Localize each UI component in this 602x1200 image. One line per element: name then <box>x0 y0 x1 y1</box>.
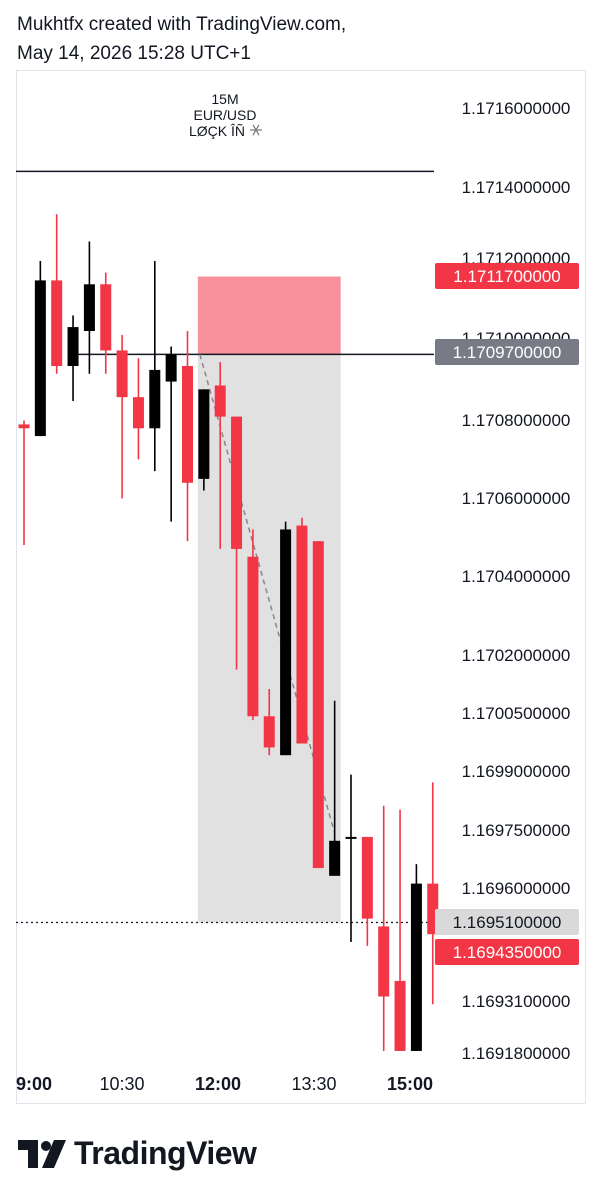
price-tick-label: 1.1697500000 <box>462 821 571 840</box>
price-badge: 1.1694350000 <box>435 939 579 965</box>
price-tick-label: 1.1699000000 <box>462 762 571 781</box>
price-badge: 1.1709700000 <box>435 339 579 365</box>
price-tick-label: 1.1704000000 <box>462 567 571 586</box>
chart-frame <box>16 70 586 1104</box>
candle-body <box>83 284 95 331</box>
candle-body <box>410 883 422 1051</box>
candle-body <box>231 416 243 549</box>
candle-body <box>51 280 63 367</box>
price-badge-bg <box>435 339 579 365</box>
candle-body <box>67 327 79 367</box>
candle-body <box>214 385 226 417</box>
candle <box>410 864 422 1051</box>
snowflake-stroke <box>252 124 260 136</box>
price-badge: 1.1711700000 <box>435 263 579 289</box>
candle-body <box>296 525 308 744</box>
candle <box>312 541 324 869</box>
candle-body <box>34 280 46 437</box>
candle-body <box>263 716 275 748</box>
time-tick-label: 12:00 <box>195 1074 241 1094</box>
candle <box>182 330 193 542</box>
candle <box>149 260 161 472</box>
price-badge-bg <box>435 909 579 935</box>
timeframe-label: 15M <box>211 91 238 107</box>
snowflake-icon <box>250 124 262 136</box>
candle <box>198 389 210 491</box>
candle <box>18 420 30 546</box>
candle-body <box>378 926 390 997</box>
candle <box>51 214 63 374</box>
time-tick-label: 9:00 <box>16 1074 52 1094</box>
candle-body <box>361 836 373 919</box>
candle-body <box>116 350 128 398</box>
candle <box>231 416 243 670</box>
candle-body <box>182 366 193 483</box>
candle <box>67 315 79 402</box>
candle <box>427 782 439 1005</box>
candle <box>394 809 406 1051</box>
candle <box>214 362 226 549</box>
tradingview-brand[interactable]: TradingView <box>18 1135 257 1172</box>
candle-body <box>132 397 144 429</box>
tradingview-logo-icon <box>18 1139 66 1168</box>
candle <box>100 272 112 374</box>
candle-body <box>427 883 439 935</box>
price-tick-label: 1.1706000000 <box>462 489 571 508</box>
candle-body <box>394 980 406 1051</box>
price-tick-label: 1.1716000000 <box>462 99 571 118</box>
stop-loss-zone <box>197 276 341 355</box>
candle-body <box>198 389 210 479</box>
price-tick-label: 1.1693100000 <box>462 992 571 1011</box>
candle <box>116 334 128 499</box>
candle <box>378 805 390 1051</box>
candle-body <box>18 424 30 429</box>
price-tick-label: 1.1691800000 <box>462 1044 571 1063</box>
attribution-date: May 14, 2026 15:28 UTC+1 <box>17 43 251 64</box>
candle <box>345 774 357 942</box>
candle <box>329 700 341 876</box>
candle-body <box>149 369 161 429</box>
attribution-author: Mukhtfx created with TradingView.com, <box>17 14 347 35</box>
price-tick-label: 1.1702000000 <box>462 646 571 665</box>
price-badge-label: 1.1711700000 <box>453 267 560 286</box>
price-badge-label: 1.1694350000 <box>453 943 562 962</box>
candle <box>296 517 308 744</box>
candle-body <box>100 284 112 351</box>
candle <box>34 260 46 437</box>
price-badge-bg <box>435 263 579 289</box>
candle-body <box>247 556 259 717</box>
time-tick-label: 15:00 <box>387 1074 433 1094</box>
candle-body <box>280 529 292 756</box>
projection-dashed-line <box>199 354 336 834</box>
price-tick-label: 1.1708000000 <box>462 411 571 430</box>
time-tick-label: 10:30 <box>99 1074 144 1094</box>
price-tick-label: 1.1714000000 <box>462 178 571 197</box>
tradingview-wordmark: TradingView <box>74 1135 257 1171</box>
chart-attribution: Mukhtfx created with TradingView.com, Ma… <box>17 10 346 68</box>
candle <box>165 346 177 522</box>
candle <box>132 358 144 460</box>
indicator-tag-label: LØÇK ÎÑ <box>189 123 245 139</box>
candle-body <box>312 541 324 869</box>
candle <box>280 521 292 756</box>
price-tick-label: 1.1696000000 <box>462 879 571 898</box>
candle <box>361 836 373 946</box>
price-badge-bg <box>435 939 579 965</box>
price-badge-label: 1.1695100000 <box>453 913 562 932</box>
candle-body <box>329 840 341 876</box>
symbol-label: EUR/USD <box>193 107 256 123</box>
price-badge-label: 1.1709700000 <box>453 343 562 362</box>
candle <box>83 241 95 374</box>
candle-body <box>345 836 357 839</box>
candle <box>263 689 275 756</box>
price-badge: 1.1695100000 <box>435 909 579 935</box>
time-tick-label: 13:30 <box>291 1074 336 1094</box>
price-tick-label: 1.1700500000 <box>462 704 571 723</box>
candle-body <box>165 354 177 382</box>
candle <box>247 529 259 721</box>
